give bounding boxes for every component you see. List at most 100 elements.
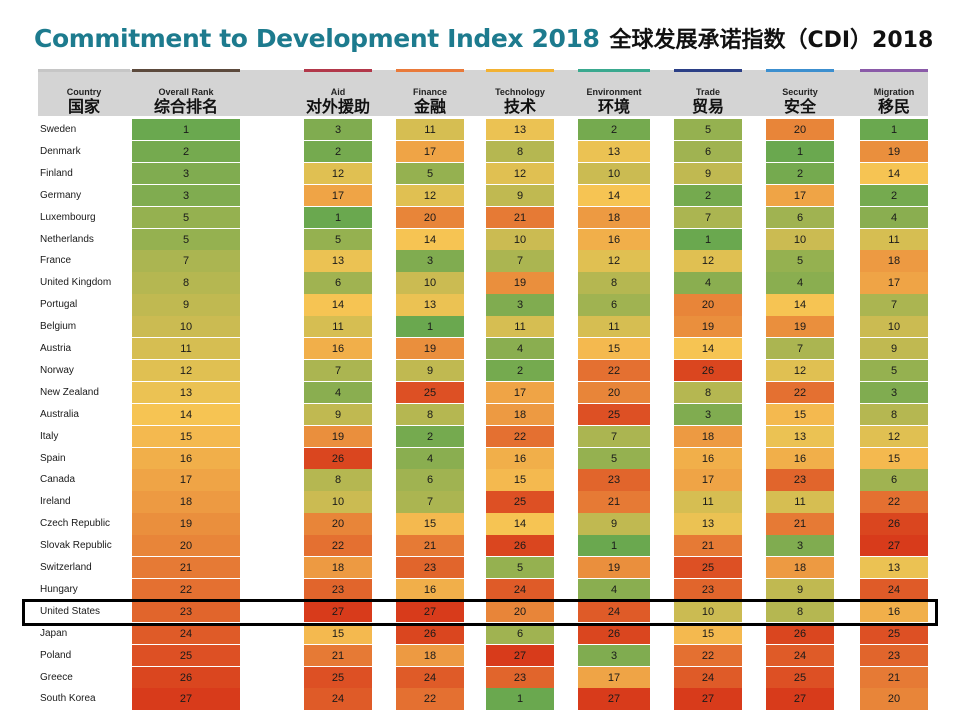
rank-cell-luxembourg-trade: 7 (674, 206, 742, 228)
rank-cell-netherlands-aid: 5 (304, 228, 372, 250)
rank-cell-hungary-migration: 24 (860, 578, 928, 601)
rank-cell-germany-trade: 2 (674, 184, 742, 207)
column-header-en-environment: Environment (586, 87, 642, 97)
rank-cell-switzerland-finance: 23 (396, 557, 464, 579)
rank-cell-finland-environment: 10 (578, 162, 650, 185)
rank-cell-czech-republic-overall: 19 (132, 513, 240, 535)
rank-cell-switzerland-environment: 19 (578, 557, 650, 579)
country-label-australia: Australia (40, 408, 79, 420)
rank-cell-greece-migration: 21 (860, 666, 928, 688)
rank-cell-spain-finance: 4 (396, 447, 464, 469)
rank-cell-netherlands-overall: 5 (132, 228, 240, 250)
rank-cell-united-states-aid: 27 (304, 600, 372, 623)
rank-cell-norway-environment: 22 (578, 359, 650, 382)
rank-cell-denmark-aid: 2 (304, 140, 372, 163)
rank-cell-luxembourg-security: 6 (766, 206, 834, 228)
rank-cell-norway-finance: 9 (396, 359, 464, 382)
rank-cell-norway-migration: 5 (860, 359, 928, 382)
rank-cell-sweden-migration: 1 (860, 119, 928, 141)
rank-cell-denmark-technology: 8 (486, 140, 554, 163)
country-label-finland: Finland (40, 167, 73, 179)
rank-cell-united-kingdom-aid: 6 (304, 272, 372, 294)
rank-cell-netherlands-security: 10 (766, 228, 834, 250)
rank-cell-new-zealand-migration: 3 (860, 381, 928, 404)
rank-cell-czech-republic-environment: 9 (578, 513, 650, 535)
rank-cell-belgium-overall: 10 (132, 316, 240, 338)
rank-cell-united-states-environment: 24 (578, 600, 650, 623)
rank-cell-australia-security: 15 (766, 403, 834, 426)
rank-cell-france-overall: 7 (132, 250, 240, 272)
rank-cell-greece-technology: 23 (486, 666, 554, 688)
rank-cell-greece-security: 25 (766, 666, 834, 688)
rank-cell-czech-republic-security: 21 (766, 513, 834, 535)
rank-cell-spain-environment: 5 (578, 447, 650, 469)
rank-cell-netherlands-technology: 10 (486, 228, 554, 250)
rank-cell-greece-environment: 17 (578, 666, 650, 688)
rank-cell-ireland-overall: 18 (132, 491, 240, 513)
rank-cell-hungary-environment: 4 (578, 578, 650, 601)
rank-cell-japan-technology: 6 (486, 622, 554, 645)
rank-cell-greece-overall: 26 (132, 666, 240, 688)
column-color-bar-country (38, 69, 130, 72)
rank-cell-australia-environment: 25 (578, 403, 650, 426)
title-chinese: 全球发展承诺指数（CDI）2018 (609, 28, 934, 53)
column-color-bar-environment (578, 69, 650, 72)
rank-cell-finland-security: 2 (766, 162, 834, 185)
rank-cell-slovak-republic-security: 3 (766, 535, 834, 557)
rank-cell-germany-environment: 14 (578, 184, 650, 207)
rank-cell-finland-overall: 3 (132, 162, 240, 185)
rank-cell-japan-overall: 24 (132, 622, 240, 645)
country-label-germany: Germany (40, 189, 82, 201)
rank-cell-united-kingdom-migration: 17 (860, 272, 928, 294)
rank-cell-united-kingdom-environment: 8 (578, 272, 650, 294)
rank-cell-united-states-migration: 16 (860, 600, 928, 623)
rank-cell-japan-finance: 26 (396, 622, 464, 645)
country-label-slovak-republic: Slovak Republic (40, 540, 112, 552)
country-label-netherlands: Netherlands (40, 233, 94, 245)
rank-cell-austria-trade: 14 (674, 338, 742, 360)
rank-cell-united-kingdom-technology: 19 (486, 272, 554, 294)
rank-cell-new-zealand-finance: 25 (396, 381, 464, 404)
rank-cell-czech-republic-trade: 13 (674, 513, 742, 535)
country-label-south-korea: South Korea (40, 693, 96, 705)
rank-cell-sweden-overall: 1 (132, 119, 240, 141)
rank-cell-finland-technology: 12 (486, 162, 554, 185)
rank-cell-japan-security: 26 (766, 622, 834, 645)
rank-cell-south-korea-environment: 27 (578, 688, 650, 710)
column-header-en-security: Security (782, 87, 818, 97)
column-color-bar-overall (132, 69, 240, 72)
rank-cell-luxembourg-overall: 5 (132, 206, 240, 228)
rank-cell-new-zealand-environment: 20 (578, 381, 650, 404)
country-label-united-kingdom: United Kingdom (40, 277, 112, 289)
rank-cell-slovak-republic-finance: 21 (396, 535, 464, 557)
column-color-bar-aid (304, 69, 372, 72)
rank-cell-portugal-technology: 3 (486, 294, 554, 316)
rank-cell-poland-aid: 21 (304, 644, 372, 666)
rank-cell-france-migration: 18 (860, 250, 928, 272)
rank-cell-ireland-aid: 10 (304, 491, 372, 513)
rank-cell-austria-finance: 19 (396, 338, 464, 360)
page-title: Commitment to Development Index 2018 全球发展… (34, 22, 933, 54)
rank-cell-ireland-migration: 22 (860, 491, 928, 513)
rank-cell-italy-security: 13 (766, 425, 834, 447)
column-header-migration: Migration 移民 (860, 86, 928, 117)
rank-cell-netherlands-environment: 16 (578, 228, 650, 250)
country-label-belgium: Belgium (40, 321, 77, 333)
rank-cell-germany-technology: 9 (486, 184, 554, 207)
rank-cell-poland-security: 24 (766, 644, 834, 666)
rank-cell-sweden-trade: 5 (674, 119, 742, 141)
rank-cell-norway-aid: 7 (304, 359, 372, 382)
column-header-cn-security: 安全 (783, 99, 816, 116)
column-header-security: Security 安全 (766, 86, 834, 117)
rank-cell-poland-migration: 23 (860, 644, 928, 666)
rank-cell-australia-technology: 18 (486, 403, 554, 426)
rank-cell-south-korea-finance: 22 (396, 688, 464, 710)
rank-cell-united-kingdom-finance: 10 (396, 272, 464, 294)
country-label-united-states: United States (40, 605, 101, 617)
rank-cell-austria-technology: 4 (486, 338, 554, 360)
column-header-cn-overall: 综合排名 (153, 99, 218, 116)
rank-cell-italy-finance: 2 (396, 425, 464, 447)
rank-cell-south-korea-migration: 20 (860, 688, 928, 710)
rank-cell-canada-migration: 6 (860, 469, 928, 491)
rank-cell-switzerland-aid: 18 (304, 557, 372, 579)
